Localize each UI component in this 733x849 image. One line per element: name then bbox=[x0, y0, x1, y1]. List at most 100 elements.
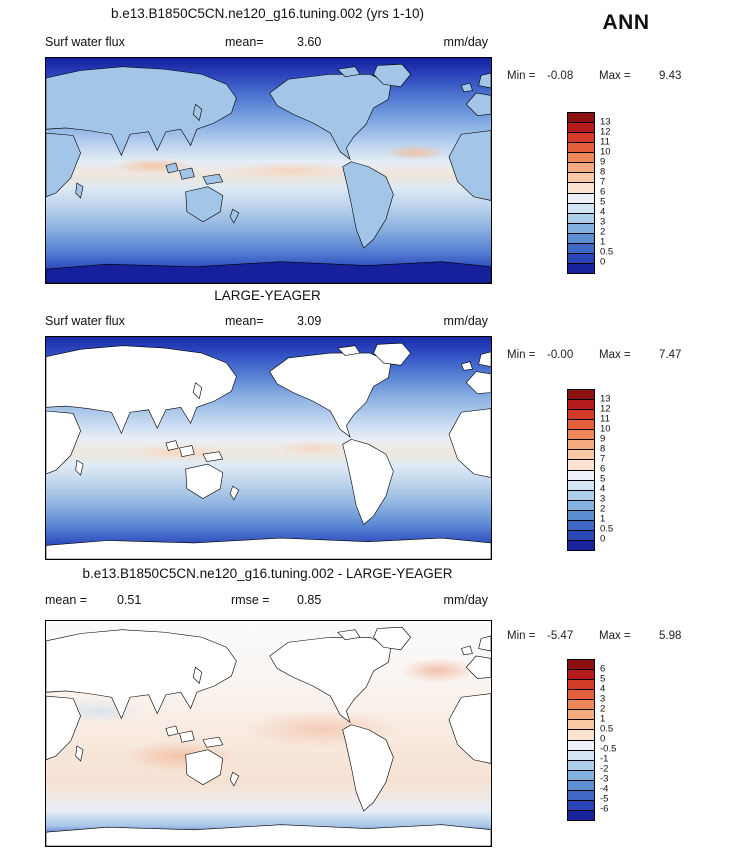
max-label: Max = bbox=[599, 630, 631, 642]
coastline-japan bbox=[192, 382, 203, 400]
colorbar-segment bbox=[568, 450, 594, 461]
colorbar-segment bbox=[568, 173, 594, 184]
units-label: mm/day bbox=[443, 593, 488, 607]
colorbar-segment bbox=[568, 470, 594, 481]
colorbar-tick-label: 13 bbox=[600, 393, 611, 405]
colorbar-tick-label: 0.5 bbox=[600, 246, 614, 258]
colorbar-tick-label: 0 bbox=[600, 533, 606, 545]
colorbar-tick-label: 2 bbox=[600, 503, 606, 515]
colorbar-tick-label: -0.5 bbox=[600, 743, 617, 755]
colorbar-tick-label: 0 bbox=[600, 733, 606, 745]
colorbar-segment bbox=[568, 253, 594, 264]
map-obs bbox=[45, 336, 492, 560]
coastline-north-america bbox=[269, 73, 392, 161]
colorbar-track bbox=[567, 389, 595, 551]
colorbar-tick-label: 11 bbox=[600, 136, 610, 148]
colorbar-segment bbox=[568, 710, 594, 721]
colorbar-segment bbox=[568, 193, 594, 204]
colorbar-tick-label: 0.5 bbox=[600, 723, 614, 735]
coastline-japan bbox=[192, 103, 203, 122]
coastline-borneo bbox=[179, 730, 195, 743]
coastline-africa-east bbox=[46, 132, 81, 198]
coastline-layer bbox=[46, 342, 491, 559]
colorbar-tick-label: -5 bbox=[600, 793, 609, 805]
colorbar-tick-label: 5 bbox=[600, 196, 606, 208]
colorbar-segment bbox=[568, 133, 594, 144]
units-label: mm/day bbox=[443, 314, 488, 328]
colorbar-tick-label: 3 bbox=[600, 216, 606, 228]
colorbar-segment bbox=[568, 390, 594, 401]
coastline-madagascar bbox=[75, 182, 84, 199]
colorbar-tick-label: 12 bbox=[600, 403, 611, 415]
figure-title: b.e13.B1850C5CN.ne120_g16.tuning.002 (yr… bbox=[111, 6, 424, 21]
coastline-iceland bbox=[460, 82, 473, 93]
map-model bbox=[45, 57, 492, 284]
colorbar-segment bbox=[568, 770, 594, 781]
colorbar-segment bbox=[568, 263, 594, 273]
colorbar-segment bbox=[568, 690, 594, 701]
max-label: Max = bbox=[599, 70, 631, 82]
coastline-sumatra bbox=[165, 440, 179, 451]
mean-label: mean = bbox=[45, 593, 88, 607]
min-label: Min = bbox=[507, 630, 536, 642]
colorbar-tick-label: 2 bbox=[600, 703, 606, 715]
field-label: Surf water flux bbox=[45, 314, 125, 328]
max-label: Max = bbox=[599, 349, 631, 361]
coastline-new-guinea bbox=[202, 451, 224, 462]
coastline-antarctica bbox=[46, 537, 491, 559]
coastline-borneo bbox=[179, 445, 195, 457]
colorbar-tick-label: 5 bbox=[600, 673, 606, 685]
field-label: Surf water flux bbox=[45, 35, 125, 49]
coastline-borneo bbox=[179, 167, 195, 180]
colorbar-segment bbox=[568, 670, 594, 681]
colorbar-tick-label: 4 bbox=[600, 683, 606, 695]
colorbar-tick-label: 7 bbox=[600, 176, 606, 188]
coastline-new-zealand bbox=[229, 485, 240, 501]
coastline-europe-west bbox=[465, 655, 491, 679]
colorbar-tick-label: 6 bbox=[600, 663, 606, 675]
colorbar-segment bbox=[568, 113, 594, 124]
colorbar-tick-label: 13 bbox=[600, 116, 611, 128]
coastline-south-america bbox=[342, 161, 394, 249]
coastline-layer bbox=[46, 63, 491, 283]
coastline-new-guinea bbox=[202, 173, 224, 185]
colorbar-segment bbox=[568, 780, 594, 791]
colorbar-tick-label: -6 bbox=[600, 803, 609, 815]
colorbar-segment bbox=[568, 490, 594, 501]
colorbar-tick-label: 9 bbox=[600, 156, 606, 168]
coastline-africa-west bbox=[448, 693, 491, 764]
coastline-madagascar bbox=[75, 459, 84, 476]
colorbar-segment bbox=[568, 213, 594, 224]
rmse-value: 0.85 bbox=[297, 593, 322, 607]
max-value: 9.43 bbox=[659, 70, 682, 82]
colorbar-segment bbox=[568, 153, 594, 164]
colorbar-segment bbox=[568, 460, 594, 471]
colorbar-segment bbox=[568, 730, 594, 741]
colorbar-tick-label: 8 bbox=[600, 443, 606, 455]
min-label: Min = bbox=[507, 349, 536, 361]
coastline-eurasia bbox=[46, 345, 237, 434]
mean-value: 0.51 bbox=[117, 593, 142, 607]
colorbar-segment bbox=[568, 233, 594, 244]
colorbar-tick-label: 9 bbox=[600, 433, 606, 445]
coastline-scandinavia bbox=[478, 351, 491, 367]
colorbar-tick-label: 7 bbox=[600, 453, 606, 465]
colorbar-segment bbox=[568, 680, 594, 691]
colorbar-segment bbox=[568, 520, 594, 531]
coastline-eurasia bbox=[46, 629, 237, 720]
colorbar-segment bbox=[568, 123, 594, 134]
colorbar-segment bbox=[568, 530, 594, 541]
colorbar-tick-label: 2 bbox=[600, 226, 606, 238]
coastline-greenland bbox=[373, 63, 412, 88]
coastline-sumatra bbox=[165, 725, 179, 737]
colorbar-segment bbox=[568, 510, 594, 521]
colorbar-segment bbox=[568, 410, 594, 421]
colorbar-tick-label: 10 bbox=[600, 423, 611, 435]
coastline-europe-west bbox=[465, 92, 491, 116]
mean-label: mean= bbox=[225, 314, 264, 328]
mean-value: 3.09 bbox=[297, 314, 322, 328]
coastline-layer bbox=[46, 626, 491, 846]
colorbar-tick-label: 1 bbox=[600, 713, 606, 725]
stats-row-diff: mean = 0.51 rmse = 0.85 mm/day bbox=[45, 593, 490, 609]
coastline-antarctica bbox=[46, 824, 491, 846]
